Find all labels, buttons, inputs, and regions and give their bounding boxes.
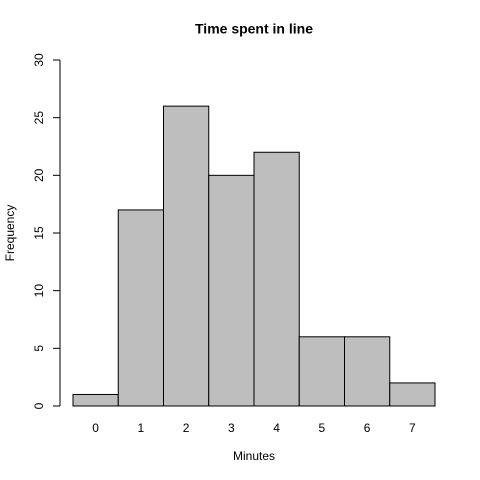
x-tick-label: 6: [364, 421, 371, 435]
x-tick-label: 3: [228, 421, 235, 435]
y-tick-label: 30: [32, 53, 46, 67]
y-tick-label: 10: [32, 284, 46, 298]
y-tick-label: 0: [32, 402, 46, 409]
x-tick-label: 4: [273, 421, 280, 435]
bar: [117, 209, 164, 407]
x-tick-label: 2: [183, 421, 190, 435]
y-tick-label: 20: [32, 168, 46, 182]
y-tick-label: 25: [32, 111, 46, 125]
y-tick-label: 15: [32, 226, 46, 240]
x-tick-label: 1: [138, 421, 145, 435]
x-axis-label: Minutes: [233, 449, 275, 463]
x-tick-label: 5: [319, 421, 326, 435]
bar: [344, 336, 391, 407]
x-tick-label: 7: [409, 421, 416, 435]
chart-title: Time spent in line: [195, 21, 313, 37]
y-tick-label: 5: [32, 345, 46, 352]
x-tick-label: 0: [92, 421, 99, 435]
bar: [208, 174, 255, 407]
bar: [253, 151, 300, 407]
bar: [298, 336, 345, 407]
bar: [163, 105, 210, 407]
bar: [389, 382, 436, 407]
bar: [72, 393, 119, 407]
y-axis-label: Frequency: [3, 205, 17, 262]
